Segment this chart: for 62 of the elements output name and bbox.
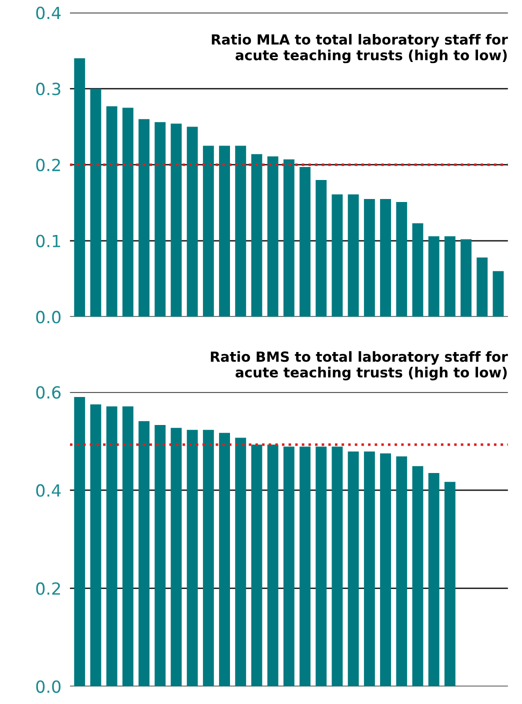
bar bbox=[316, 446, 327, 686]
bar bbox=[380, 198, 392, 317]
bar bbox=[476, 257, 488, 317]
y-tick-label: 0.1 bbox=[36, 234, 60, 248]
bar bbox=[170, 124, 182, 317]
text: Ratio MLA to total laboratory staff for acute teaching trusts (high to low) bbox=[212, 34, 508, 64]
y-tick-label: 0.2 bbox=[36, 582, 60, 595]
y-tick-label: 0.4 bbox=[36, 6, 61, 20]
bar bbox=[106, 106, 118, 317]
bar bbox=[348, 194, 359, 317]
bar bbox=[122, 406, 134, 686]
bar bbox=[332, 446, 343, 686]
bar bbox=[492, 271, 504, 317]
bar bbox=[460, 239, 472, 317]
bar bbox=[202, 430, 214, 686]
bar bbox=[444, 482, 456, 686]
bar bbox=[138, 421, 150, 686]
bar bbox=[396, 456, 408, 686]
bar bbox=[74, 397, 86, 686]
bar bbox=[283, 446, 294, 686]
bar bbox=[251, 154, 262, 317]
bar bbox=[348, 451, 359, 686]
bar bbox=[412, 466, 424, 686]
bar bbox=[283, 159, 294, 317]
bar bbox=[428, 473, 440, 686]
bar bbox=[186, 430, 198, 686]
bar bbox=[219, 146, 230, 317]
bar bbox=[138, 119, 150, 317]
bar bbox=[412, 223, 424, 317]
bar bbox=[396, 202, 408, 317]
bar bbox=[235, 438, 246, 686]
bar bbox=[364, 198, 375, 317]
bar bbox=[316, 180, 327, 317]
bar bbox=[300, 446, 311, 686]
bar bbox=[122, 108, 134, 317]
bar bbox=[380, 453, 392, 686]
y-tick-label: 0.0 bbox=[36, 310, 61, 324]
bar bbox=[251, 444, 262, 686]
bar bbox=[428, 236, 440, 317]
bar bbox=[170, 428, 182, 686]
bar bbox=[154, 122, 166, 317]
y-tick-label: 0.2 bbox=[36, 158, 60, 172]
bar bbox=[300, 167, 311, 317]
bar bbox=[235, 146, 246, 317]
y-tick-label: 0.3 bbox=[36, 82, 60, 96]
bar bbox=[332, 194, 343, 317]
y-tick-label: 0.0 bbox=[36, 680, 61, 693]
chart-title: Ratio BMS to total laboratory staff for acute teaching trusts (high to low) bbox=[210, 351, 508, 380]
bar bbox=[90, 88, 102, 317]
y-tick-label: 0.6 bbox=[36, 386, 61, 399]
bar bbox=[267, 444, 278, 686]
bar bbox=[90, 404, 102, 686]
bar bbox=[74, 58, 86, 317]
bar bbox=[364, 451, 375, 686]
bar bbox=[219, 432, 230, 686]
y-tick-label: 0.4 bbox=[36, 484, 61, 497]
bar bbox=[267, 156, 278, 317]
bar bbox=[106, 406, 118, 686]
bar bbox=[202, 146, 214, 317]
bar bbox=[444, 236, 456, 317]
bar bbox=[154, 424, 166, 686]
bar bbox=[186, 126, 198, 317]
